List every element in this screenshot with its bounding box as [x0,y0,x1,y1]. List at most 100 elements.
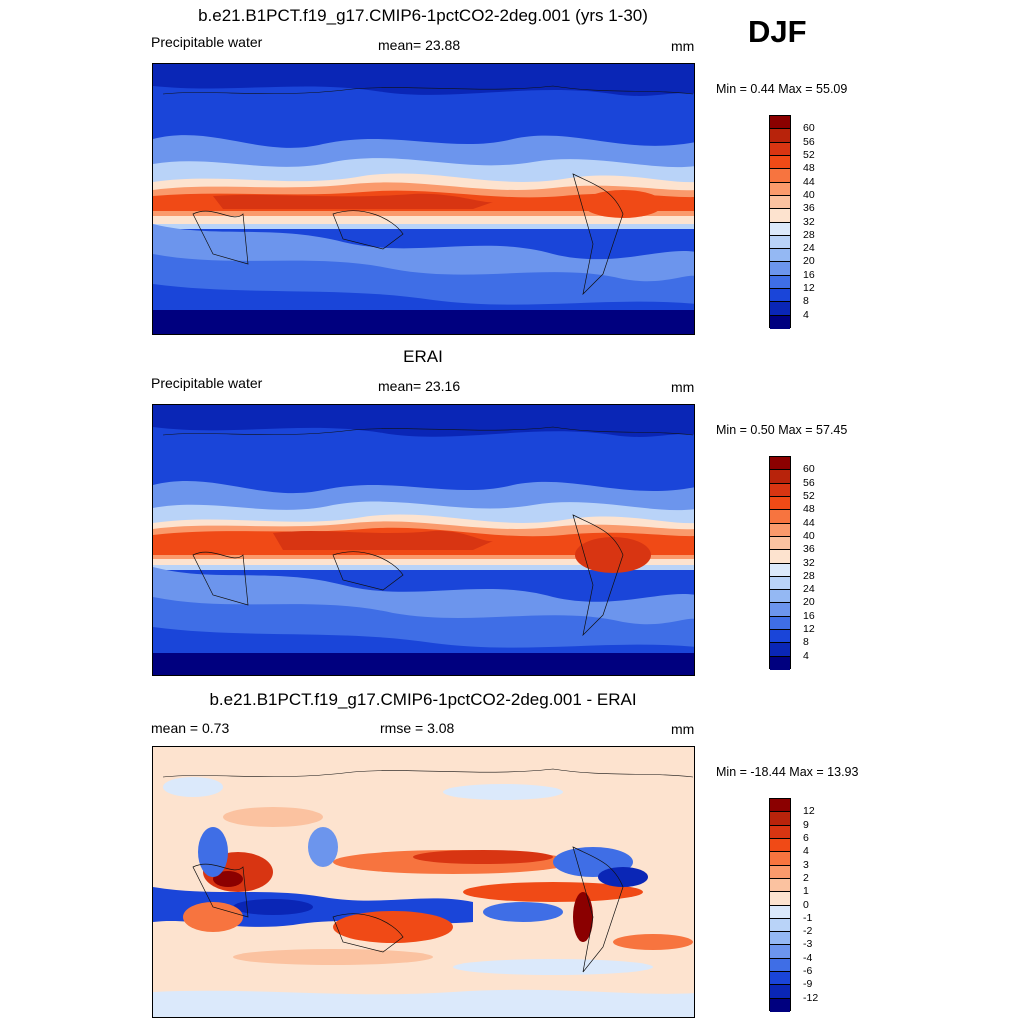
colorbar-swatch [770,155,790,170]
colorbar-swatch [770,985,790,999]
colorbar-level-label: 9 [803,818,809,831]
panel2-mean: mean= 23.16 [378,378,461,394]
panel3-map [152,746,695,1018]
colorbar-swatch [770,852,790,866]
colorbar-level-label: 2 [803,871,809,884]
panel2-map-field [153,405,694,675]
colorbar-level-label: 4 [803,845,809,858]
colorbar-level-label: 16 [803,268,815,281]
panel1-units: mm [671,38,695,54]
panel1-mean: mean= 23.88 [378,37,461,53]
colorbar-level-label: 20 [803,255,815,268]
panel2-title: ERAI [403,347,443,366]
colorbar-level-label: 8 [803,295,809,308]
colorbar-swatch [770,550,790,564]
panel3-minmax: Min = -18.44 Max = 13.93 [716,765,859,779]
colorbar-swatch [770,235,790,250]
colorbar-level-label: -9 [803,978,813,991]
colorbar-level-label: 44 [803,516,815,529]
colorbar-level-label: 60 [803,122,815,135]
colorbar-swatch [770,496,790,511]
colorbar-level-label: -12 [803,991,819,1004]
colorbar-level-label: 16 [803,609,815,622]
panel2-minmax: Min = 0.50 Max = 57.45 [716,423,848,437]
colorbar-level-label: -4 [803,951,813,964]
colorbar-swatch [770,799,790,813]
colorbar-level-label: 6 [803,831,809,844]
colorbar-level-label: 1 [803,885,809,898]
colorbar-swatch [770,590,790,604]
colorbar-level-label: 48 [803,162,815,175]
colorbar-swatch [770,222,790,236]
colorbar-level-label: 3 [803,858,809,871]
colorbar-swatch [770,195,790,210]
colorbar-swatch [770,892,790,906]
colorbar-level-label: 0 [803,898,809,911]
panel3-units: mm [671,721,695,737]
colorbar-swatch [770,932,790,946]
colorbar-swatch [770,289,790,303]
colorbar-swatch [770,275,790,290]
colorbar-swatch [770,603,790,617]
colorbar-swatch [770,576,790,591]
colorbar-level-label: -1 [803,911,813,924]
colorbar-swatch [770,116,790,130]
colorbar-level-label: 8 [803,636,809,649]
colorbar-level-label: 32 [803,556,815,569]
colorbar-swatch [770,523,790,537]
colorbar-level-label: 4 [803,308,809,321]
panel1-variable-label: Precipitable water [151,34,263,50]
colorbar-swatch [770,142,790,156]
colorbar-level-label: 52 [803,148,815,161]
colorbar-level-label: 28 [803,569,815,582]
panel2-units: mm [671,379,695,395]
season-label: DJF [748,14,807,49]
panel1-map [152,63,695,335]
panel1-map-field [153,64,694,334]
colorbar-swatch [770,643,790,657]
colorbar-level-label: 40 [803,188,815,201]
panel3-map-field [153,747,694,1017]
colorbar-level-label: -3 [803,938,813,951]
colorbar-swatch [770,905,790,919]
panel2-variable-label: Precipitable water [151,375,263,391]
colorbar-level-label: 12 [803,282,815,295]
colorbar-swatch [770,262,790,276]
colorbar-swatch [770,510,790,524]
panel1-colorbar [769,115,791,329]
colorbar-level-label: 4 [803,649,809,662]
colorbar-swatch [770,865,790,879]
panel3-colorbar [769,798,791,1012]
colorbar-swatch [770,470,790,484]
colorbar-swatch [770,315,790,329]
panel2-colorbar [769,456,791,670]
colorbar-level-label: 28 [803,228,815,241]
panel3-title: b.e21.B1PCT.f19_g17.CMIP6-1pctCO2-2deg.0… [209,690,637,709]
colorbar-level-label: 56 [803,135,815,148]
colorbar-swatch [770,998,790,1012]
panel3-rmse: rmse = 3.08 [380,720,455,736]
colorbar-swatch [770,483,790,497]
colorbar-swatch [770,630,790,644]
colorbar-level-label: 36 [803,543,815,556]
panel3-mean: mean = 0.73 [151,720,230,736]
colorbar-swatch [770,825,790,839]
colorbar-level-label: 60 [803,463,815,476]
colorbar-swatch [770,918,790,933]
colorbar-level-label: 12 [803,623,815,636]
colorbar-level-label: 40 [803,529,815,542]
colorbar-swatch [770,169,790,183]
colorbar-swatch [770,129,790,143]
colorbar-swatch [770,302,790,316]
colorbar-swatch [770,536,790,551]
colorbar-swatch [770,616,790,631]
colorbar-swatch [770,812,790,826]
colorbar-level-label: 52 [803,489,815,502]
colorbar-level-label: 12 [803,805,815,818]
colorbar-swatch [770,457,790,471]
colorbar-swatch [770,249,790,263]
panel1-title: b.e21.B1PCT.f19_g17.CMIP6-1pctCO2-2deg.0… [198,6,648,25]
colorbar-level-label: -2 [803,925,813,938]
colorbar-swatch [770,945,790,959]
colorbar-swatch [770,838,790,853]
